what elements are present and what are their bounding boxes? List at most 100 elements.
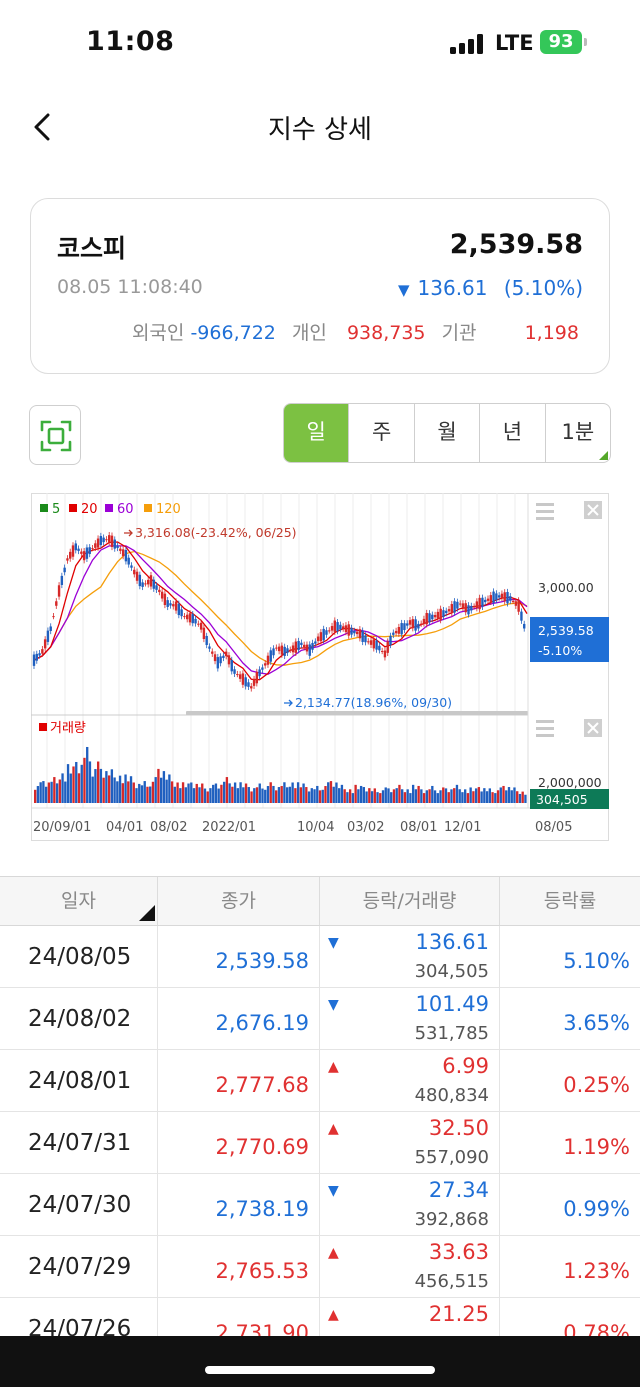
volume-bar (351, 793, 355, 803)
volume-bar (121, 783, 124, 803)
header-change-volume[interactable]: 등락/거래량 (320, 877, 500, 925)
fullscreen-button[interactable] (29, 405, 81, 465)
current-price-box (530, 617, 609, 662)
volume-bar (348, 789, 352, 803)
candle-body (158, 589, 161, 593)
candle-body (99, 536, 103, 546)
row-date: 24/07/29 (0, 1236, 158, 1297)
candle-body (453, 601, 456, 613)
candle-body (511, 601, 515, 603)
candle-body (275, 647, 278, 649)
candle-body (302, 644, 306, 648)
table-row[interactable]: 24/07/31 2,770.69 ▲ 32.50 557,090 1.19% (0, 1112, 640, 1174)
candle-body (503, 592, 506, 602)
candle-body (322, 628, 325, 641)
volume-bar (299, 787, 303, 803)
tab-1min[interactable]: 1분 (546, 404, 610, 462)
fullscreen-icon (40, 420, 72, 452)
candle-body (464, 603, 467, 613)
back-button[interactable] (24, 107, 64, 147)
header-date[interactable]: 일자 (0, 877, 158, 925)
volume-bar (444, 788, 448, 803)
candle-body (425, 612, 428, 625)
volume-bar (261, 788, 264, 803)
candle-body (202, 627, 206, 640)
candle-body (71, 545, 75, 557)
legend-swatch-5 (40, 504, 48, 512)
candle-body (336, 622, 339, 632)
candle-body (163, 593, 167, 606)
row-volume: 304,505 (414, 961, 489, 982)
ma20-path (33, 541, 528, 681)
table-row[interactable]: 24/08/05 2,539.58 ▼ 136.61 304,505 5.10% (0, 926, 640, 988)
volume-bar (236, 788, 240, 803)
volume-bar (425, 790, 428, 803)
candle-body (55, 601, 58, 606)
volume-bar (414, 789, 418, 803)
sort-indicator-icon (139, 905, 155, 921)
candle-body (272, 648, 275, 656)
candle-body (191, 614, 194, 624)
price-candles (32, 531, 526, 692)
index-name: 코스피 (57, 234, 127, 263)
volume-menu-icon[interactable] (536, 720, 554, 737)
volume-bar (453, 788, 456, 803)
volume-bar (159, 777, 163, 803)
tab-week[interactable]: 주 (349, 404, 415, 462)
chart-close-icon[interactable] (584, 501, 602, 519)
candle-body (169, 603, 172, 606)
volume-bar (275, 790, 278, 803)
volume-bar (242, 787, 245, 803)
volume-close-icon[interactable] (584, 719, 602, 737)
volume-bar (433, 790, 437, 803)
candle-body (297, 640, 300, 651)
candle-body (52, 616, 55, 618)
volume-bar (420, 789, 423, 803)
tab-month[interactable]: 월 (415, 404, 481, 462)
candle-body (458, 603, 462, 605)
battery-icon: 93 (540, 30, 582, 54)
candle-body (495, 593, 498, 601)
x-axis-ticks: 20/09/01 04/01 08/02 2022/01 10/04 03/02 08/01… (33, 820, 572, 835)
table-row[interactable]: 24/07/29 2,765.53 ▲ 33.63 456,515 1.23% (0, 1236, 640, 1298)
chart-menu-icon[interactable] (536, 503, 554, 520)
row-change: 32.50 (428, 1116, 489, 1140)
volume-bar (247, 787, 250, 803)
volume-bar (222, 781, 226, 803)
candle-body (263, 663, 267, 666)
volume-bar (398, 784, 401, 803)
candle-body (411, 619, 415, 629)
chart-svg[interactable]: 5 20 60 120 (31, 493, 609, 841)
candle-body (308, 644, 311, 656)
tab-year[interactable]: 년 (480, 404, 546, 462)
volume-bar (75, 761, 78, 803)
candle-body (255, 671, 259, 684)
volume-bar (225, 777, 229, 803)
candle-body (355, 631, 359, 635)
down-triangle-icon: ▼ (328, 1183, 339, 1199)
tab-day[interactable]: 일 (284, 404, 350, 462)
table-row[interactable]: 24/08/02 2,676.19 ▼ 101.49 531,785 3.65% (0, 988, 640, 1050)
volume-bar (105, 771, 108, 803)
candle-body (394, 630, 398, 634)
candle-body (121, 549, 125, 557)
row-change-volume: ▲ 21.25 (320, 1298, 500, 1359)
index-chart[interactable]: 5 20 60 120 (31, 493, 609, 841)
home-indicator[interactable] (205, 1366, 435, 1374)
period-tabs: 일 주 월 년 1분 (283, 403, 611, 463)
header-rate[interactable]: 등락률 (543, 890, 597, 912)
header-close[interactable]: 종가 (158, 877, 320, 925)
candle-body (60, 575, 64, 585)
table-row[interactable]: 24/07/30 2,738.19 ▼ 27.34 392,868 0.99% (0, 1174, 640, 1236)
volume-bar (77, 773, 81, 803)
price-axis-tick: 3,000.00 (538, 580, 594, 595)
candle-body (481, 597, 484, 607)
up-triangle-icon: ▲ (328, 1307, 339, 1323)
volume-bar (42, 781, 45, 803)
table-row[interactable]: 24/08/01 2,777.68 ▲ 6.99 480,834 0.25% (0, 1050, 640, 1112)
volume-bar (340, 784, 344, 803)
candle-body (333, 620, 337, 632)
candle-body (222, 655, 225, 658)
investor-value-institution: 1,198 (524, 322, 579, 344)
network-label: LTE (495, 31, 534, 55)
